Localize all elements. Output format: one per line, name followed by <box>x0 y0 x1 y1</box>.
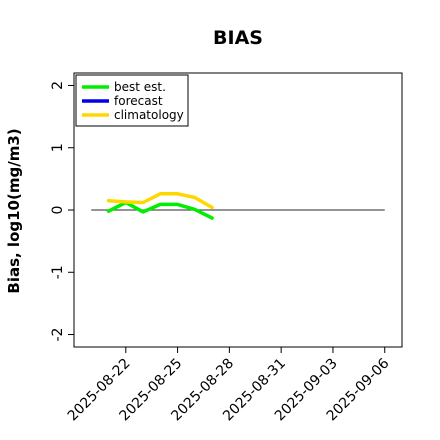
y-tick-label: -1 <box>50 265 66 279</box>
y-tick-label: 2 <box>50 81 66 90</box>
y-axis-label: Bias, log10(mg/m3) <box>5 128 23 293</box>
series-line-climatology <box>106 192 214 210</box>
y-tick-label: -2 <box>50 328 66 342</box>
y-tick-label: 0 <box>50 206 66 215</box>
chart-title: BIAS <box>213 27 263 49</box>
legend-label: best est. <box>114 80 166 94</box>
legend-label: forecast <box>114 94 163 108</box>
y-tick-label: 1 <box>50 143 66 152</box>
legend-label: climatology <box>114 108 184 122</box>
